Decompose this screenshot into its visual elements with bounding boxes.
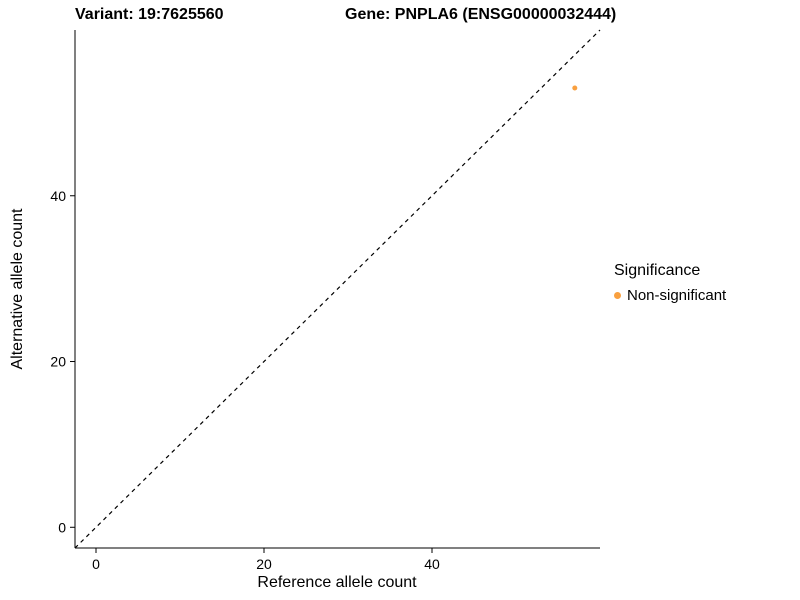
x-tick-label: 20 (256, 556, 272, 572)
legend-title: Significance (614, 262, 701, 279)
data-point (572, 85, 578, 91)
y-axis-label: Alternative allele count (9, 208, 26, 370)
y-tick-label: 20 (50, 354, 66, 370)
y-tick-label: 0 (58, 519, 66, 535)
legend-entry-label: Non-significant (627, 287, 727, 304)
y-tick-label: 40 (50, 188, 66, 204)
legend-entry: Non-significant (614, 287, 794, 304)
x-tick-label: 0 (92, 556, 100, 572)
legend: Significance Non-significant (614, 262, 794, 304)
identity-line (74, 29, 601, 549)
x-axis-label: Reference allele count (257, 574, 417, 591)
plot-title-variant: Variant: 19:7625560 (75, 6, 224, 23)
plot-title-gene: Gene: PNPLA6 (ENSG00000032444) (345, 6, 617, 23)
x-tick-label: 40 (424, 556, 440, 572)
legend-point-icon (614, 292, 621, 299)
